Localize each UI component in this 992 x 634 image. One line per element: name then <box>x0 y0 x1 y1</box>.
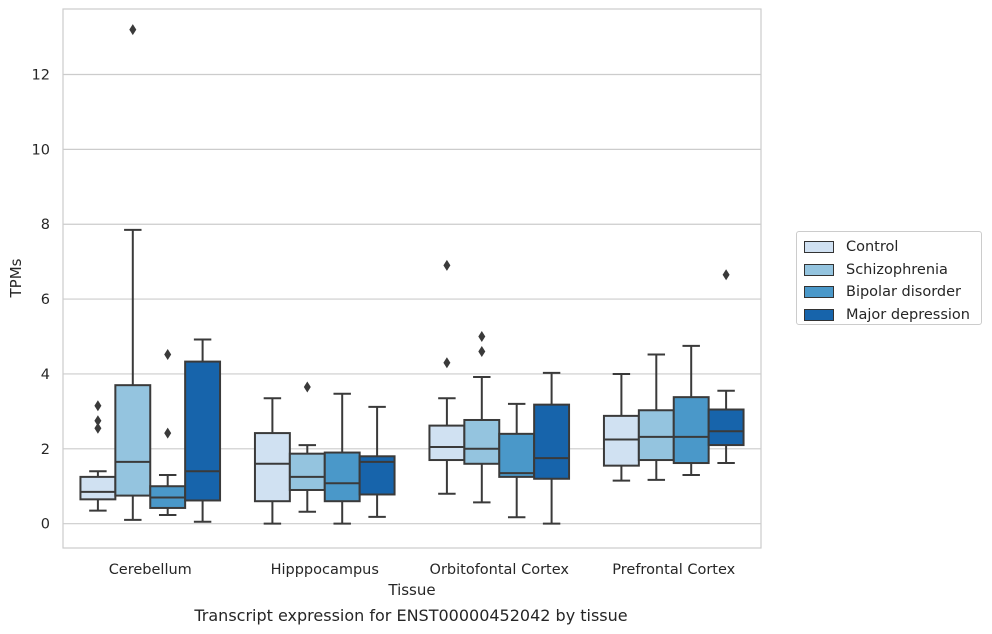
outlier-point <box>443 357 451 369</box>
box-group <box>358 405 396 518</box>
legend-swatch-schizophrenia <box>804 263 834 276</box>
x-tick-label: Prefrontal Cortex <box>612 562 735 578</box>
y-tick-label: 12 <box>32 68 50 84</box>
box <box>323 451 361 503</box>
box <box>463 418 501 465</box>
box-group <box>184 338 222 523</box>
x-tick-label: Hipppocampus <box>271 562 379 578</box>
legend-label: Control <box>846 239 899 256</box>
box <box>498 432 536 478</box>
y-tick-label: 6 <box>41 292 50 308</box>
legend-item-control: Control <box>804 236 981 259</box>
outlier-point <box>164 427 172 439</box>
x-tick-labels: Cerebellum Hipppocampus Orbitofontal Corte… <box>109 562 736 578</box>
legend-item-major-depression: Major depression <box>804 304 981 327</box>
box-group <box>114 24 152 521</box>
box <box>672 396 710 465</box>
outlier-point <box>478 331 486 343</box>
figure-caption: Transcript expression for ENST0000045204… <box>194 606 628 625</box>
outlier-point <box>722 269 730 281</box>
outlier-point <box>443 259 451 271</box>
legend-label: Bipolar disorder <box>846 284 961 301</box>
box <box>602 414 640 467</box>
box <box>428 424 466 462</box>
boxes <box>79 24 745 525</box>
y-tick-label: 4 <box>41 367 50 383</box>
outlier-point <box>94 415 102 427</box>
y-tick-label: 8 <box>41 217 50 233</box>
outlier-point <box>94 400 102 412</box>
box-group <box>707 269 745 465</box>
legend-item-bipolar-disorder: Bipolar disorder <box>804 281 981 304</box>
legend-label: Major depression <box>846 306 970 323</box>
box-group <box>498 402 536 519</box>
x-tick-label: Orbitofontal Cortex <box>430 562 570 578</box>
legend: Control Schizophrenia Bipolar disorder M… <box>796 231 982 325</box>
legend-swatch-control <box>804 241 834 254</box>
legend-label: Schizophrenia <box>846 261 948 278</box>
y-tick-label: 2 <box>41 442 50 458</box>
x-axis-label: Tissue <box>387 581 435 599</box>
outlier-point <box>94 422 102 434</box>
box <box>288 452 326 491</box>
box <box>253 432 291 503</box>
y-axis-label: TPMs <box>7 258 25 298</box>
box-group <box>149 348 187 517</box>
legend-swatch-major-depression <box>804 308 834 321</box>
box-group <box>533 371 571 525</box>
box <box>707 408 745 447</box>
box-group <box>288 381 326 513</box>
box <box>533 403 571 480</box>
box-group <box>672 344 710 477</box>
box <box>184 360 222 502</box>
x-tick-label: Cerebellum <box>109 562 192 578</box>
box-group <box>323 392 361 525</box>
box-group <box>253 397 291 525</box>
box-group <box>79 400 117 512</box>
y-tick-label: 0 <box>41 517 50 533</box>
box-group <box>428 259 466 495</box>
outlier-point <box>303 381 311 393</box>
outlier-point <box>164 348 172 360</box>
legend-item-schizophrenia: Schizophrenia <box>804 259 981 282</box>
outlier-point <box>478 345 486 357</box>
legend-swatch-bipolar-disorder <box>804 286 834 299</box>
box <box>114 384 152 497</box>
box <box>637 409 675 462</box>
outlier-point <box>129 24 137 36</box>
y-tick-label: 10 <box>32 142 50 158</box>
box <box>79 475 117 501</box>
y-tick-labels: 0 2 4 6 8 10 12 <box>32 68 50 533</box>
